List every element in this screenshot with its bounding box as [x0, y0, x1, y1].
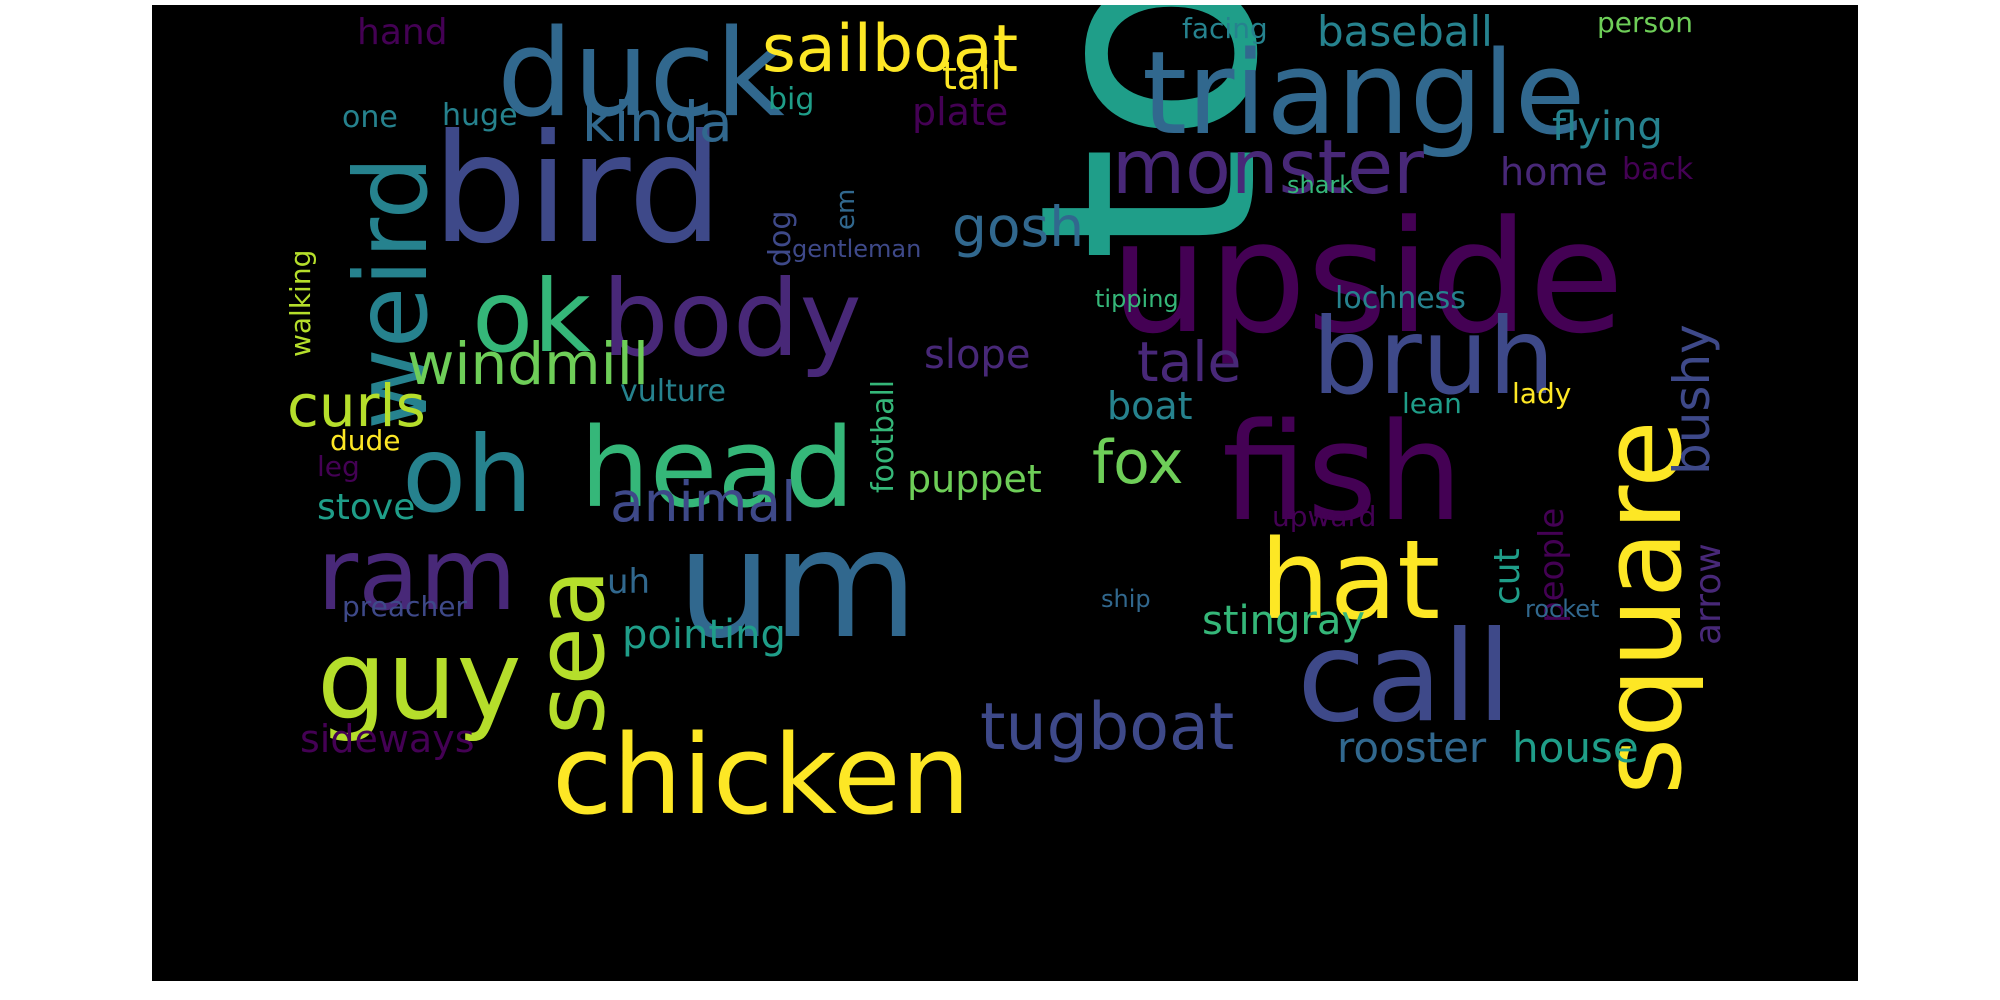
- word-tail: tail: [942, 54, 1002, 98]
- word-leg: leg: [317, 450, 360, 483]
- word-pointing: pointing: [622, 612, 786, 658]
- word-vulture: vulture: [620, 374, 727, 409]
- word-tale: tale: [1137, 330, 1242, 394]
- word-home: home: [1500, 150, 1608, 194]
- word-call: call: [1297, 605, 1512, 750]
- word-rocket: rocket: [1525, 595, 1600, 623]
- word-fish: fish: [1222, 394, 1463, 551]
- word-ok: ok: [472, 258, 592, 375]
- word-hand: hand: [357, 12, 448, 53]
- word-one: one: [342, 100, 398, 135]
- word-stove: stove: [317, 487, 416, 528]
- word-oh: oh: [402, 414, 533, 536]
- word-gosh: gosh: [952, 195, 1085, 259]
- word-duck: duck: [497, 5, 785, 144]
- word-ship: ship: [1101, 585, 1151, 613]
- word-triangle: triangle: [1142, 27, 1586, 161]
- word-head: head: [580, 404, 855, 532]
- word-bird: bird: [432, 103, 724, 277]
- word-guy: guy: [317, 616, 522, 744]
- word-shark: shark: [1287, 171, 1354, 199]
- word-uh: uh: [607, 562, 651, 602]
- word-person: person: [1597, 6, 1693, 39]
- word-arrow: arrow: [1688, 543, 1729, 645]
- word-kinda: kinda: [582, 90, 733, 154]
- word-tipping: tipping: [1095, 285, 1179, 313]
- word-lady: lady: [1512, 377, 1572, 410]
- word-animal: animal: [610, 470, 797, 534]
- word-baseball: baseball: [1317, 7, 1493, 56]
- word-fox: fox: [1092, 428, 1184, 498]
- word-back: back: [1622, 152, 1694, 187]
- word-tugboat: tugboat: [980, 690, 1235, 765]
- word-facing: facing: [1182, 12, 1268, 45]
- word-cloud: to upside bird triangle duck fish um cal…: [152, 5, 1858, 981]
- word-gentleman: gentleman: [792, 235, 922, 263]
- word-ram: ram: [317, 516, 517, 633]
- word-sea: sea: [516, 568, 626, 735]
- word-sideways: sideways: [300, 717, 475, 761]
- word-curls: curls: [287, 372, 426, 440]
- word-flying: flying: [1552, 104, 1663, 150]
- word-bruh: bruh: [1312, 296, 1555, 418]
- word-rooster: rooster: [1337, 723, 1487, 772]
- word-chicken: chicken: [552, 711, 971, 839]
- word-house: house: [1512, 723, 1639, 772]
- word-cut: cut: [1487, 548, 1528, 605]
- word-hat: hat: [1260, 516, 1441, 644]
- word-bushy: bushy: [1663, 324, 1721, 475]
- word-monster: monster: [1112, 123, 1424, 211]
- word-big: big: [768, 82, 815, 117]
- word-slope: slope: [924, 332, 1031, 378]
- word-upward: upward: [1272, 500, 1377, 533]
- word-football: football: [866, 379, 901, 493]
- word-boat: boat: [1107, 384, 1193, 428]
- word-huge: huge: [442, 98, 518, 133]
- word-stingray: stingray: [1202, 598, 1366, 644]
- word-sailboat: sailboat: [762, 12, 1019, 87]
- word-lochness: lochness: [1335, 281, 1466, 316]
- word-um: um: [677, 498, 919, 672]
- word-dude: dude: [330, 424, 401, 457]
- word-upside: upside: [1110, 187, 1625, 368]
- word-lean: lean: [1402, 387, 1462, 420]
- word-walking: walking: [284, 249, 317, 357]
- word-puppet: puppet: [907, 457, 1042, 501]
- word-plate: plate: [912, 90, 1009, 134]
- word-windmill: windmill: [407, 330, 649, 398]
- word-em: em: [831, 188, 861, 230]
- word-preacher: preacher: [342, 590, 467, 623]
- word-body: body: [602, 258, 862, 380]
